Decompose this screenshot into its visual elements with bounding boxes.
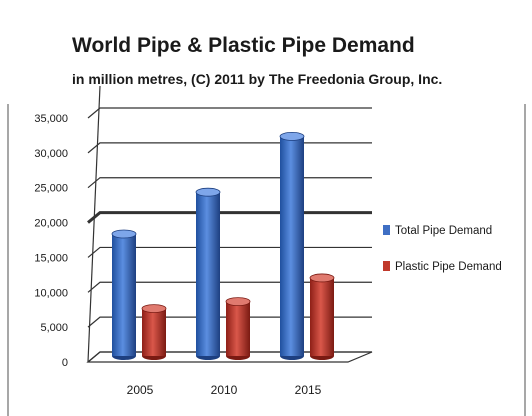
bars bbox=[111, 131, 335, 360]
x-category-label: 2005 bbox=[127, 383, 154, 397]
bar bbox=[309, 273, 335, 360]
legend-swatch bbox=[383, 261, 390, 271]
legend-label: Total Pipe Demand bbox=[395, 225, 492, 237]
y-tick-label: 0 bbox=[62, 357, 68, 369]
gridlines bbox=[86, 85, 373, 363]
legend-swatch bbox=[383, 225, 390, 235]
y-tick-label: 30,000 bbox=[34, 148, 68, 160]
y-axis-ticks: 0 5,000 10,000 15,000 20,000 25,000 30,000 35,0… bbox=[34, 113, 68, 369]
y-axis-line bbox=[87, 85, 101, 363]
y-tick-label: 10,000 bbox=[34, 287, 68, 299]
gridline bbox=[87, 107, 372, 119]
bar bbox=[111, 229, 137, 360]
x-category-label: 2010 bbox=[211, 383, 238, 397]
floor-plane bbox=[86, 351, 373, 363]
y-tick-label: 20,000 bbox=[34, 218, 68, 230]
bar bbox=[195, 187, 221, 360]
x-axis-categories: 2005 2010 2015 bbox=[127, 383, 322, 397]
y-tick-label: 5,000 bbox=[40, 322, 68, 334]
bar bbox=[279, 131, 305, 360]
bar bbox=[141, 304, 167, 360]
x-category-label: 2015 bbox=[295, 383, 322, 397]
gridline bbox=[87, 211, 372, 224]
legend-label: Plastic Pipe Demand bbox=[395, 261, 502, 273]
legend-item: Total Pipe Demand bbox=[383, 225, 492, 237]
legend-item: Plastic Pipe Demand bbox=[383, 261, 502, 273]
gridline bbox=[87, 177, 372, 189]
chart-subtitle: in million metres, (C) 2011 by The Freed… bbox=[72, 71, 442, 87]
bar bbox=[225, 297, 251, 360]
gridline bbox=[87, 142, 372, 154]
legend: Total Pipe Demand Plastic Pipe Demand bbox=[383, 225, 502, 273]
y-tick-label: 35,000 bbox=[34, 113, 68, 125]
y-tick-label: 15,000 bbox=[34, 252, 68, 264]
chart-title: World Pipe & Plastic Pipe Demand bbox=[72, 34, 415, 57]
y-tick-label: 25,000 bbox=[34, 183, 68, 195]
